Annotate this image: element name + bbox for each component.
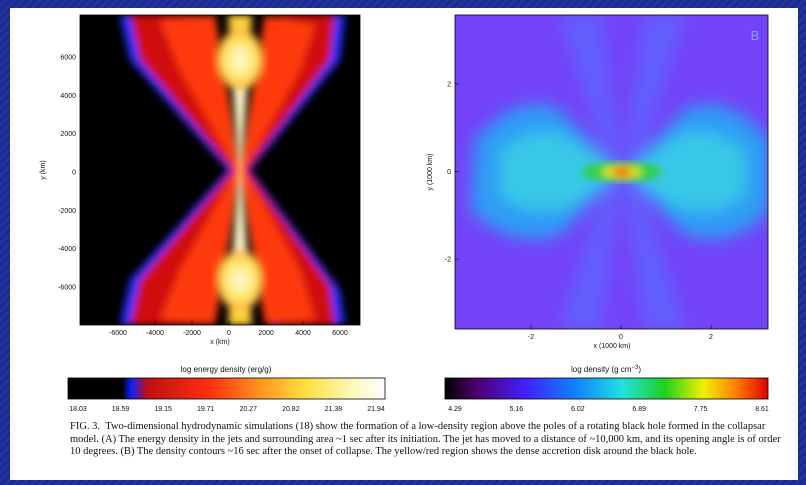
page: B y (km) x (km) y (1000 km) x (1000 km) … [0,0,806,485]
x-axis-label: x (1000 km) [594,343,631,350]
colorbar-tick-label: 7.75 [694,406,708,413]
colorbar-label: log density (g cm−3) [571,365,641,374]
x-tick-label: -2 [528,334,534,341]
colorbar-tick-label: 20.27 [240,406,258,413]
colorbar-label: log energy density (erg/g) [181,365,272,374]
x-tick-label: 4000 [295,330,311,337]
panel-letter: B [751,28,760,43]
figure: B y (km) x (km) y (1000 km) x (1000 km) … [0,0,806,485]
y-axis-label: y (km) [40,160,47,179]
x-tick-label: 0 [619,334,623,341]
colorbar-tick-label: 19.15 [154,406,172,413]
y-tick-label: 0 [447,169,451,176]
x-tick-label: -6000 [109,330,127,337]
caption-text: Two-dimensional hydrodynamic simulations… [70,421,781,457]
y-tick-label: 4000 [60,93,76,100]
colorbar-tick-label: 5.16 [510,406,524,413]
y-tick-label: -4000 [58,246,76,253]
y-axis-label: y (1000 km) [427,154,434,191]
y-tick-label: 2000 [60,131,76,138]
caption: FIG. 3. Two-dimensional hydrodynamic sim… [70,421,785,459]
y-tick-label: -2 [445,257,451,264]
colorbar-tick-label: 21.38 [325,406,343,413]
x-tick-label: 0 [227,330,231,337]
colorbar-label-end: ) [638,365,641,374]
colorbar-tick-label: 20.82 [282,406,300,413]
y-tick-label: 6000 [60,55,76,62]
colorbar-tick-label: 4.29 [448,406,462,413]
x-tick-label: 6000 [332,330,348,337]
colorbar-tick-label: 6.89 [632,406,646,413]
x-tick-label: 2 [709,334,713,341]
colorbar-label-text: log density (g cm [571,365,632,374]
colorbar-tick-label: 19.71 [197,406,215,413]
colorbar-tick-label: 18.03 [69,406,87,413]
x-axis-label: x (km) [210,339,229,346]
panel-a-image [80,15,360,325]
colorbar [445,378,768,399]
y-tick-label: -2000 [58,208,76,215]
colorbar-tick-label: 6.02 [571,406,585,413]
colorbar-tick-label: 8.61 [755,406,769,413]
y-tick-label: 0 [72,170,76,177]
caption-lead: FIG. 3. [70,421,100,432]
y-tick-label: -6000 [58,285,76,292]
x-tick-label: 2000 [258,330,274,337]
panel-b-image [455,15,770,329]
y-tick-label: 2 [447,82,451,89]
colorbar-tick-label: 18.59 [112,406,130,413]
x-tick-label: -2000 [183,330,201,337]
colorbar [68,378,385,399]
x-tick-label: -4000 [146,330,164,337]
colorbar-tick-label: 21.94 [367,406,385,413]
